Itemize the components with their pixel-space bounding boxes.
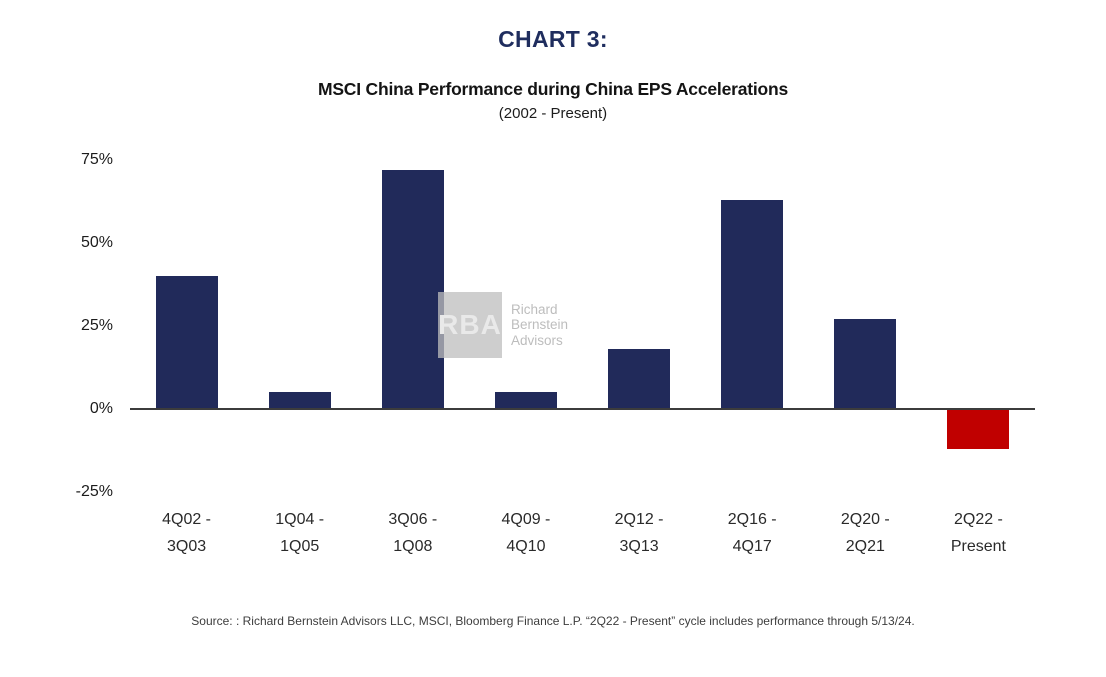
y-tick-label: 50% [80,234,113,251]
plot-area [130,160,1035,492]
y-axis: 75% 50% 25% 0% -25% [0,151,113,500]
source-attribution: Source: : Richard Bernstein Advisors LLC… [191,614,915,628]
watermark-line: Advisors [511,332,563,348]
bar [947,409,1010,449]
x-tick-label: 2Q16 - 4Q17 [727,511,777,555]
watermark-line: Bernstein [511,317,569,333]
bar [381,169,444,409]
x-tick-label: 3Q06 - 1Q08 [388,511,438,555]
x-tick-label: 4Q02 - 3Q03 [162,511,212,555]
x-tick-label: 2Q12 - 3Q13 [614,511,664,555]
bar [834,319,897,409]
x-tick-label: 1Q04 - 1Q05 [275,511,325,555]
rba-logo: RBA [438,292,502,358]
watermark-line: Richard [511,301,558,317]
rba-watermark-text: Richard Bernstein Advisors [511,302,568,349]
bar [155,276,218,409]
chart-header: CHART 3: MSCI China Performance during C… [0,0,1106,122]
zero-axis-line [130,408,1035,410]
bar [721,199,784,409]
x-axis: 4Q02 - 3Q03 1Q04 - 1Q05 3Q06 - 1Q08 4Q09 - … [130,506,1035,560]
chart-subtitle: (2002 - Present) [498,105,608,122]
y-tick-label: 25% [80,317,113,334]
y-tick-label: -25% [75,483,113,500]
x-tick-label: 2Q20 - 2Q21 [840,511,890,555]
x-tick-label: 4Q09 - 4Q10 [501,511,551,555]
x-tick-label: 2Q22 - Present [950,511,1006,555]
y-tick-label: 75% [80,151,113,168]
bar [494,392,557,409]
bar [268,392,331,409]
chart-number-label: CHART 3: [498,26,608,52]
rba-watermark: RBA Richard Bernstein Advisors [438,292,568,358]
y-tick-label: 0% [89,400,113,417]
bar [608,349,671,409]
chart-title: MSCI China Performance during China EPS … [317,79,789,99]
